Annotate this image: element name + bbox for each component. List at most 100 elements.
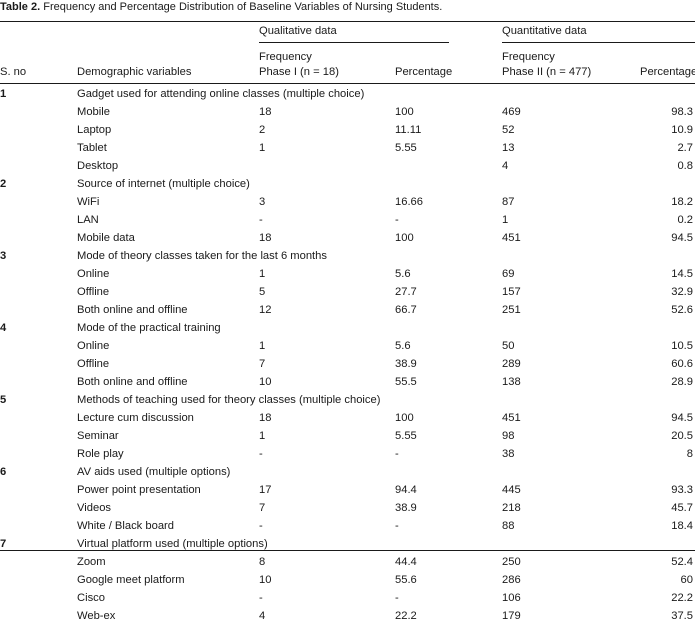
row-sno: 5: [0, 394, 7, 406]
row-sno: 7: [0, 538, 7, 550]
row-label: Tablet: [77, 142, 107, 154]
row-qualitative-percentage: 16.66: [395, 196, 423, 208]
row-qualitative-frequency: 1: [259, 268, 266, 280]
row-quantitative-percentage: 98.3: [671, 106, 693, 118]
header-bottom-rule: [0, 83, 695, 84]
row-label: Seminar: [77, 430, 119, 442]
row-label: Videos: [77, 502, 112, 514]
row-quantitative-frequency: 1: [502, 214, 509, 226]
row-quantitative-frequency: 250: [502, 556, 521, 568]
row-qualitative-frequency: 8: [259, 556, 266, 568]
row-quantitative-frequency: 451: [502, 412, 521, 424]
row-qualitative-percentage: 5.55: [395, 430, 417, 442]
row-qualitative-frequency: 17: [259, 484, 272, 496]
row-qualitative-percentage: 5.55: [395, 142, 417, 154]
header-frequency-phase-1: Phase I (n = 18): [259, 66, 339, 78]
row-qualitative-percentage: 11.11: [395, 124, 422, 136]
row-quantitative-frequency: 218: [502, 502, 521, 514]
row-quantitative-frequency: 50: [502, 340, 515, 352]
row-quantitative-frequency: 286: [502, 574, 521, 586]
row-label: Both online and offline: [77, 376, 188, 388]
row-qualitative-percentage: 66.7: [395, 304, 417, 316]
row-group-label: AV aids used (multiple options): [77, 466, 231, 478]
row-label: Mobile: [77, 106, 110, 118]
row-quantitative-frequency: 13: [502, 142, 515, 154]
row-label: Mobile data: [77, 232, 135, 244]
row-qualitative-percentage: 5.6: [395, 340, 411, 352]
row-label: Web-ex: [77, 610, 116, 622]
row-quantitative-frequency: 106: [502, 592, 521, 604]
header-sno: S. no: [0, 66, 27, 78]
row-quantitative-percentage: 32.9: [671, 286, 693, 298]
caption-label: Table 2.: [0, 1, 41, 13]
row-quantitative-percentage: 14.5: [671, 268, 693, 280]
row-qualitative-percentage: 55.5: [395, 376, 417, 388]
row-quantitative-frequency: 138: [502, 376, 521, 388]
row-label: Power point presentation: [77, 484, 201, 496]
row-qualitative-percentage: 100: [395, 106, 414, 118]
row-quantitative-percentage: 20.5: [671, 430, 693, 442]
row-quantitative-frequency: 88: [502, 520, 515, 532]
row-qualitative-percentage: 94.4: [395, 484, 417, 496]
row-qualitative-frequency: 5: [259, 286, 266, 298]
row-quantitative-percentage: 45.7: [671, 502, 693, 514]
row-quantitative-frequency: 251: [502, 304, 521, 316]
header-group-rule-quantitative: [502, 42, 695, 43]
row-quantitative-percentage: 0.8: [677, 160, 693, 172]
row-quantitative-frequency: 4: [502, 160, 509, 172]
row-qualitative-frequency: 1: [259, 142, 266, 154]
row-label: Laptop: [77, 124, 112, 136]
row-quantitative-frequency: 38: [502, 448, 515, 460]
row-quantitative-percentage: 0.2: [677, 214, 693, 226]
row-group-label: Mode of theory classes taken for the las…: [77, 250, 327, 262]
row-label: Offline: [77, 358, 110, 370]
table-bottom-rule: [0, 550, 695, 552]
row-quantitative-percentage: 93.3: [671, 484, 693, 496]
row-quantitative-frequency: 98: [502, 430, 515, 442]
header-frequency-label-2: Frequency: [502, 51, 555, 63]
header-group-qualitative: Qualitative data: [259, 25, 337, 37]
header-percentage-2: Percentage: [640, 66, 695, 78]
row-qualitative-frequency: -: [259, 214, 263, 226]
row-quantitative-percentage: 52.6: [671, 304, 693, 316]
header-demographic-variables: Demographic variables: [77, 66, 192, 78]
row-qualitative-percentage: 100: [395, 232, 414, 244]
row-quantitative-percentage: 10.9: [671, 124, 693, 136]
row-quantitative-frequency: 87: [502, 196, 515, 208]
header-frequency-label-1: Frequency: [259, 51, 312, 63]
row-qualitative-frequency: -: [259, 592, 263, 604]
row-qualitative-percentage: 44.4: [395, 556, 417, 568]
row-qualitative-frequency: 4: [259, 610, 266, 622]
row-label: Role play: [77, 448, 124, 460]
table-caption: Table 2. Frequency and Percentage Distri…: [0, 0, 442, 18]
row-label: Google meet platform: [77, 574, 185, 586]
row-quantitative-frequency: 469: [502, 106, 521, 118]
row-quantitative-percentage: 94.5: [671, 232, 693, 244]
row-label: Desktop: [77, 160, 119, 172]
row-qualitative-frequency: 7: [259, 502, 266, 514]
row-qualitative-frequency: 1: [259, 430, 266, 442]
row-quantitative-percentage: 18.2: [671, 196, 693, 208]
row-qualitative-percentage: 100: [395, 412, 414, 424]
row-qualitative-frequency: 18: [259, 106, 272, 118]
header-group-quantitative: Quantitative data: [502, 25, 587, 37]
row-group-label: Mode of the practical training: [77, 322, 221, 334]
header-group-rule-qualitative: [259, 42, 449, 43]
row-label: Zoom: [77, 556, 106, 568]
row-quantitative-frequency: 445: [502, 484, 521, 496]
row-quantitative-percentage: 2.7: [677, 142, 693, 154]
row-label: LAN: [77, 214, 99, 226]
row-label: Online: [77, 268, 110, 280]
header-percentage-1: Percentage: [395, 66, 453, 78]
row-label: Cisco: [77, 592, 105, 604]
header-frequency-phase-2: Phase II (n = 477): [502, 66, 592, 78]
table-top-rule: [0, 21, 695, 23]
row-sno: 3: [0, 250, 7, 262]
row-quantitative-frequency: 52: [502, 124, 515, 136]
row-quantitative-percentage: 10.5: [671, 340, 693, 352]
row-quantitative-percentage: 52.4: [671, 556, 693, 568]
row-quantitative-percentage: 60.6: [671, 358, 693, 370]
row-label: Lecture cum discussion: [77, 412, 194, 424]
row-qualitative-percentage: -: [395, 214, 399, 226]
row-sno: 1: [0, 88, 7, 100]
